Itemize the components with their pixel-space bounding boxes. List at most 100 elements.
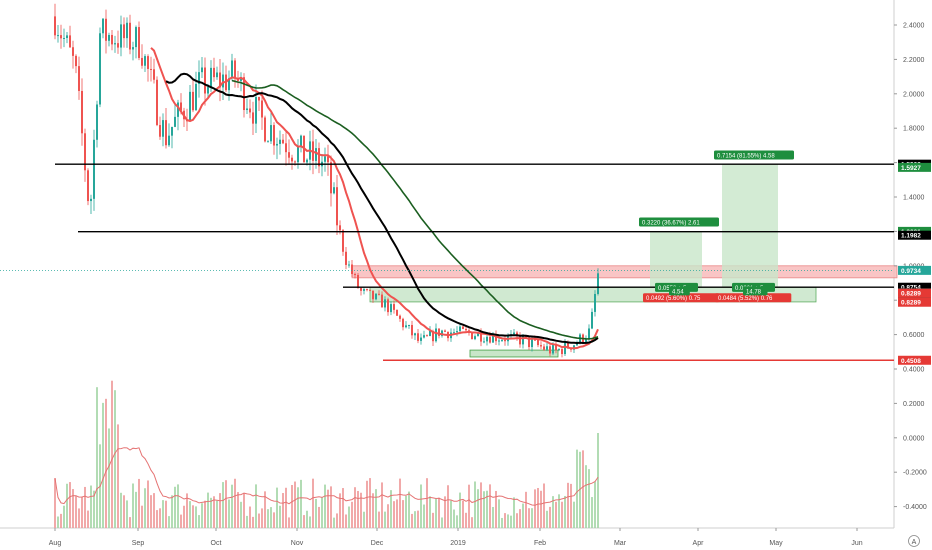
volume-bar bbox=[240, 501, 242, 528]
volume-bar bbox=[57, 516, 59, 528]
candle-body bbox=[234, 60, 236, 79]
volume-bar bbox=[105, 398, 107, 528]
candle-body bbox=[63, 37, 65, 39]
candle-body bbox=[561, 349, 563, 355]
candle-body bbox=[180, 102, 182, 111]
candle-body bbox=[189, 91, 191, 122]
candle-body bbox=[495, 334, 497, 342]
candle-body bbox=[54, 16, 56, 36]
volume-bar bbox=[168, 516, 170, 528]
candle-body bbox=[531, 339, 533, 348]
volume-bar bbox=[153, 493, 155, 528]
candle-body bbox=[210, 67, 212, 88]
volume-bar bbox=[81, 496, 83, 528]
candle-body bbox=[417, 333, 419, 341]
volume-bar bbox=[528, 508, 530, 528]
volume-bar bbox=[294, 481, 296, 528]
volume-bar bbox=[495, 490, 497, 528]
candle-body bbox=[519, 336, 521, 345]
base-zone bbox=[469, 349, 559, 358]
annotation-text: 0.3220 (36.67%) 2.61 bbox=[642, 221, 700, 227]
annotation-badge bbox=[639, 217, 719, 227]
volume-bar bbox=[171, 495, 173, 528]
volume-bar bbox=[270, 507, 272, 528]
candle-body bbox=[486, 336, 488, 342]
volume-bar bbox=[192, 505, 194, 528]
price-tag-label: 0.8754 bbox=[901, 285, 921, 292]
volume-bar bbox=[438, 497, 440, 528]
candle-body bbox=[432, 331, 434, 342]
candle-body bbox=[474, 336, 476, 340]
volume-bar bbox=[459, 492, 461, 528]
axis-settings-icon[interactable]: A bbox=[908, 535, 920, 547]
volume-bar bbox=[87, 510, 89, 528]
volume-bar bbox=[477, 489, 479, 528]
volume-bar bbox=[306, 510, 308, 528]
candle-body bbox=[375, 293, 377, 300]
candle-body bbox=[297, 146, 299, 163]
volume-bar bbox=[561, 501, 563, 528]
volume-bar bbox=[219, 493, 221, 528]
candle-body bbox=[84, 133, 86, 171]
candle-body bbox=[279, 139, 281, 144]
candle-body bbox=[153, 69, 155, 80]
candle-body bbox=[198, 72, 200, 84]
levels-layer bbox=[0, 163, 894, 361]
price-tick-label: 2.2000 bbox=[903, 57, 925, 64]
candle-body bbox=[147, 56, 149, 69]
candle-body bbox=[87, 170, 89, 202]
volume-bar bbox=[432, 512, 434, 528]
volume-bar bbox=[204, 500, 206, 528]
candles-layer bbox=[54, 3, 599, 358]
candle-body bbox=[66, 35, 68, 38]
candle-body bbox=[429, 331, 431, 336]
volume-bar bbox=[195, 506, 197, 528]
volume-bar bbox=[129, 517, 131, 528]
candle-body bbox=[390, 304, 392, 313]
candle-body bbox=[219, 72, 221, 88]
volume-bar bbox=[546, 510, 548, 528]
volume-bar bbox=[213, 496, 215, 528]
volume-bar bbox=[597, 433, 599, 528]
candle-body bbox=[387, 299, 389, 313]
candle-body bbox=[288, 152, 290, 158]
candle-body bbox=[396, 309, 398, 316]
volume-bar bbox=[111, 380, 113, 528]
candle-body bbox=[585, 338, 587, 342]
candle-body bbox=[69, 35, 71, 48]
volume-bar bbox=[594, 481, 596, 528]
volume-bar bbox=[516, 513, 518, 528]
volume-bar bbox=[465, 512, 467, 528]
volume-bar bbox=[234, 478, 236, 528]
volume-bar bbox=[156, 510, 158, 528]
volume-bar bbox=[402, 500, 404, 528]
volume-bar bbox=[198, 515, 200, 528]
time-tick-label: Mar bbox=[614, 540, 627, 547]
candle-body bbox=[123, 24, 125, 39]
volume-bar bbox=[420, 484, 422, 528]
volume-bar bbox=[360, 492, 362, 528]
volume-bar bbox=[414, 511, 416, 528]
volume-bar bbox=[510, 515, 512, 528]
candle-body bbox=[462, 326, 464, 329]
volume-bar bbox=[210, 497, 212, 528]
volume-bar bbox=[327, 489, 329, 528]
candle-body bbox=[240, 77, 242, 81]
volume-bar bbox=[222, 482, 224, 528]
volume-bar bbox=[201, 503, 203, 528]
volume-bar bbox=[393, 501, 395, 528]
volume-bar bbox=[165, 500, 167, 528]
price-tag bbox=[898, 297, 931, 307]
volume-bar bbox=[60, 513, 62, 528]
time-tick-label: Jun bbox=[851, 540, 862, 547]
candle-body bbox=[171, 126, 173, 136]
candle-body bbox=[552, 345, 554, 354]
price-tags: 1.59091.59271.20011.19820.97340.87540.87… bbox=[898, 159, 931, 365]
candle-body bbox=[162, 120, 164, 137]
annotation-badge bbox=[643, 293, 720, 303]
price-tag bbox=[898, 230, 931, 240]
candle-body bbox=[243, 77, 245, 111]
candle-body bbox=[261, 100, 263, 118]
annotation-text: 0.0484 (5.52%) 0.76 bbox=[718, 296, 773, 302]
